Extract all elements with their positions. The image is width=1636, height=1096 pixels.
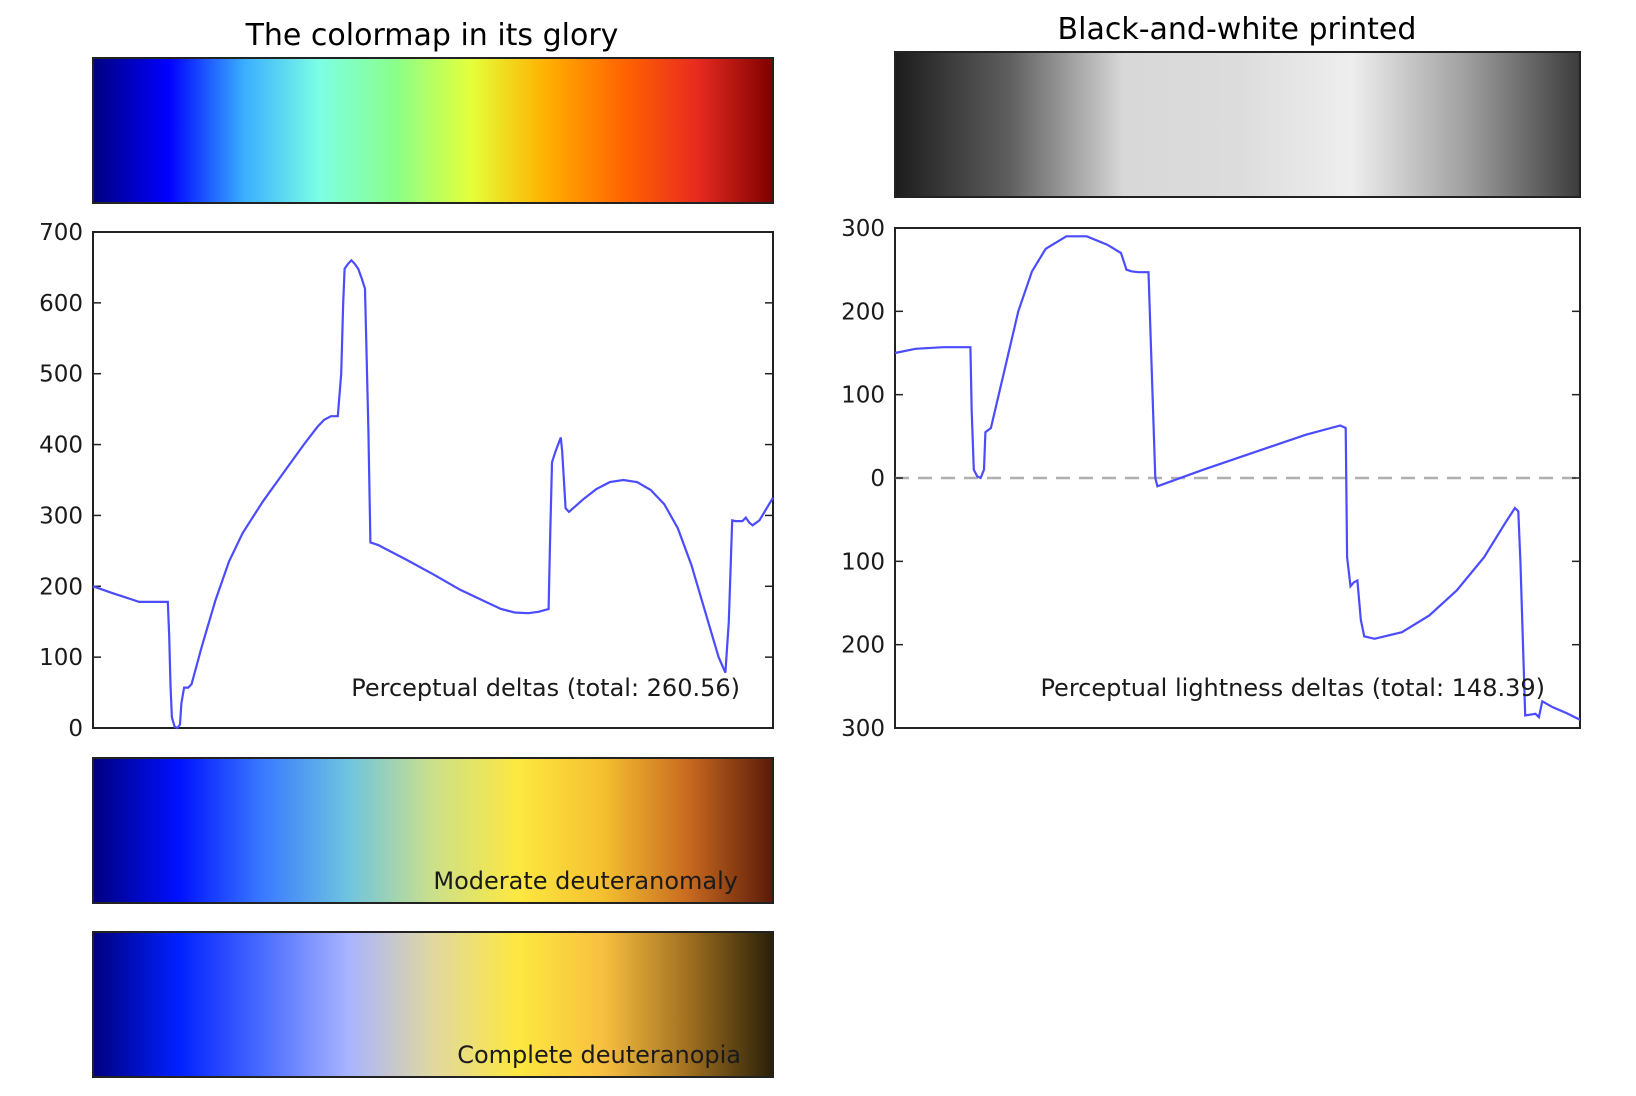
left-y-tick-label: 400 <box>39 433 83 459</box>
right-y-tick-label: 200 <box>841 299 885 325</box>
left-y-tick-label: 700 <box>39 220 83 246</box>
lightness-deltas-plot: 300 200 100 0 100 200 300 Perceptual lightness… <box>841 216 1581 742</box>
right-y-tick-label: 100 <box>841 549 885 575</box>
perceptual-deltas-plot: 0 100 200 300 400 500 600 700 Perceptual deltas… <box>39 220 774 742</box>
right-y-tick-label: 200 <box>841 633 885 659</box>
right-y-tick-label: 100 <box>841 383 885 409</box>
colorbar-jet <box>92 57 774 204</box>
colorbar-grayscale <box>894 51 1581 198</box>
left-y-tick-label: 500 <box>39 362 83 388</box>
left-y-tick-label: 600 <box>39 291 83 317</box>
colorbar-deuteranomaly <box>92 757 774 904</box>
colorbar-deuteranopia <box>92 931 774 1078</box>
deuteranopia-label: Complete deuteranopia <box>457 1041 741 1069</box>
right-y-tick-label: 300 <box>841 716 885 742</box>
left-y-tick-label: 300 <box>39 503 83 529</box>
perceptual-deltas-line <box>92 258 774 730</box>
right-y-tick-label: 0 <box>870 466 885 492</box>
left-plot-frame <box>92 231 774 729</box>
left-y-tick-label: 100 <box>39 645 83 671</box>
left-y-tick-label: 200 <box>39 574 83 600</box>
lightness-deltas-line <box>894 235 1581 721</box>
left-panel-title: The colormap in its glory <box>245 18 619 53</box>
deuteranomaly-label: Moderate deuteranomaly <box>433 867 738 895</box>
perceptual-deltas-annotation: Perceptual deltas (total: 260.56) <box>351 674 740 702</box>
right-plot-frame <box>894 227 1581 729</box>
lightness-deltas-annotation: Perceptual lightness deltas (total: 148.… <box>1040 674 1545 702</box>
left-y-tick-label: 0 <box>68 716 83 742</box>
right-panel-title: Black-and-white printed <box>1058 12 1417 47</box>
right-y-tick-label: 300 <box>841 216 885 242</box>
